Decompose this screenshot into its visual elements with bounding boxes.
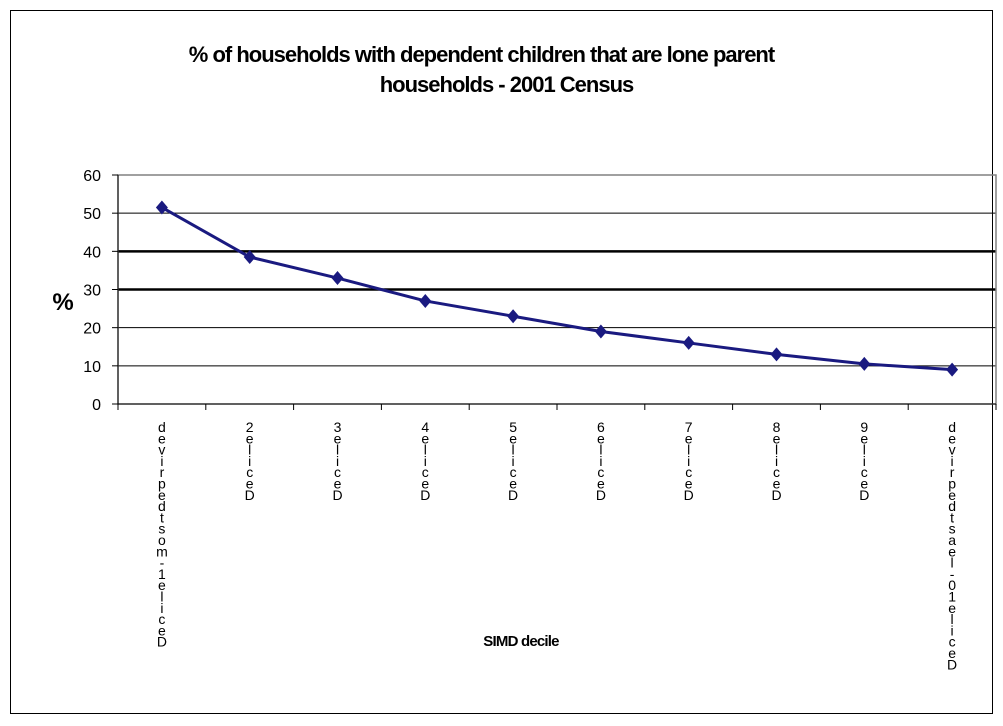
chart-frame <box>10 10 993 714</box>
y-axis-label: % <box>52 289 73 316</box>
data-point <box>770 347 783 362</box>
series <box>155 200 959 377</box>
data-point <box>419 293 432 308</box>
y-tick-label: 60 <box>83 168 101 185</box>
x-axis-label: SIMD decile <box>483 633 559 650</box>
y-tick-label: 40 <box>83 244 101 261</box>
y-tick-label: 0 <box>92 397 101 414</box>
x-tick-label: d e v i r p e d t s a e l -0 1 e l i c e D <box>947 419 957 672</box>
chart-title: % of households with dependent children … <box>0 40 1003 100</box>
data-point <box>682 335 695 350</box>
data-point <box>331 271 344 286</box>
y-tick-label: 10 <box>83 359 101 376</box>
data-point <box>243 250 256 265</box>
y-tick-label: 30 <box>83 283 101 300</box>
data-point <box>507 309 520 324</box>
x-tick-label: d e v i r p e d t s o m -1 e l i c e D <box>156 419 168 650</box>
series-line <box>161 206 953 372</box>
gridlines <box>118 212 996 367</box>
axes: 0 10 20 30 40 50 60 d e v i r p e d t s o m -1 e l i c e D 2 e l i c e D… <box>83 168 997 672</box>
data-point <box>946 362 959 377</box>
y-tick-label: 50 <box>83 206 101 223</box>
y-tick-label: 20 <box>83 321 101 338</box>
data-point <box>858 356 871 371</box>
chart-title-line1: % of households with dependent children … <box>188 42 775 67</box>
data-point <box>155 200 168 215</box>
chart-title-line2: households - 2001 Census <box>379 72 635 97</box>
data-point <box>594 324 607 339</box>
